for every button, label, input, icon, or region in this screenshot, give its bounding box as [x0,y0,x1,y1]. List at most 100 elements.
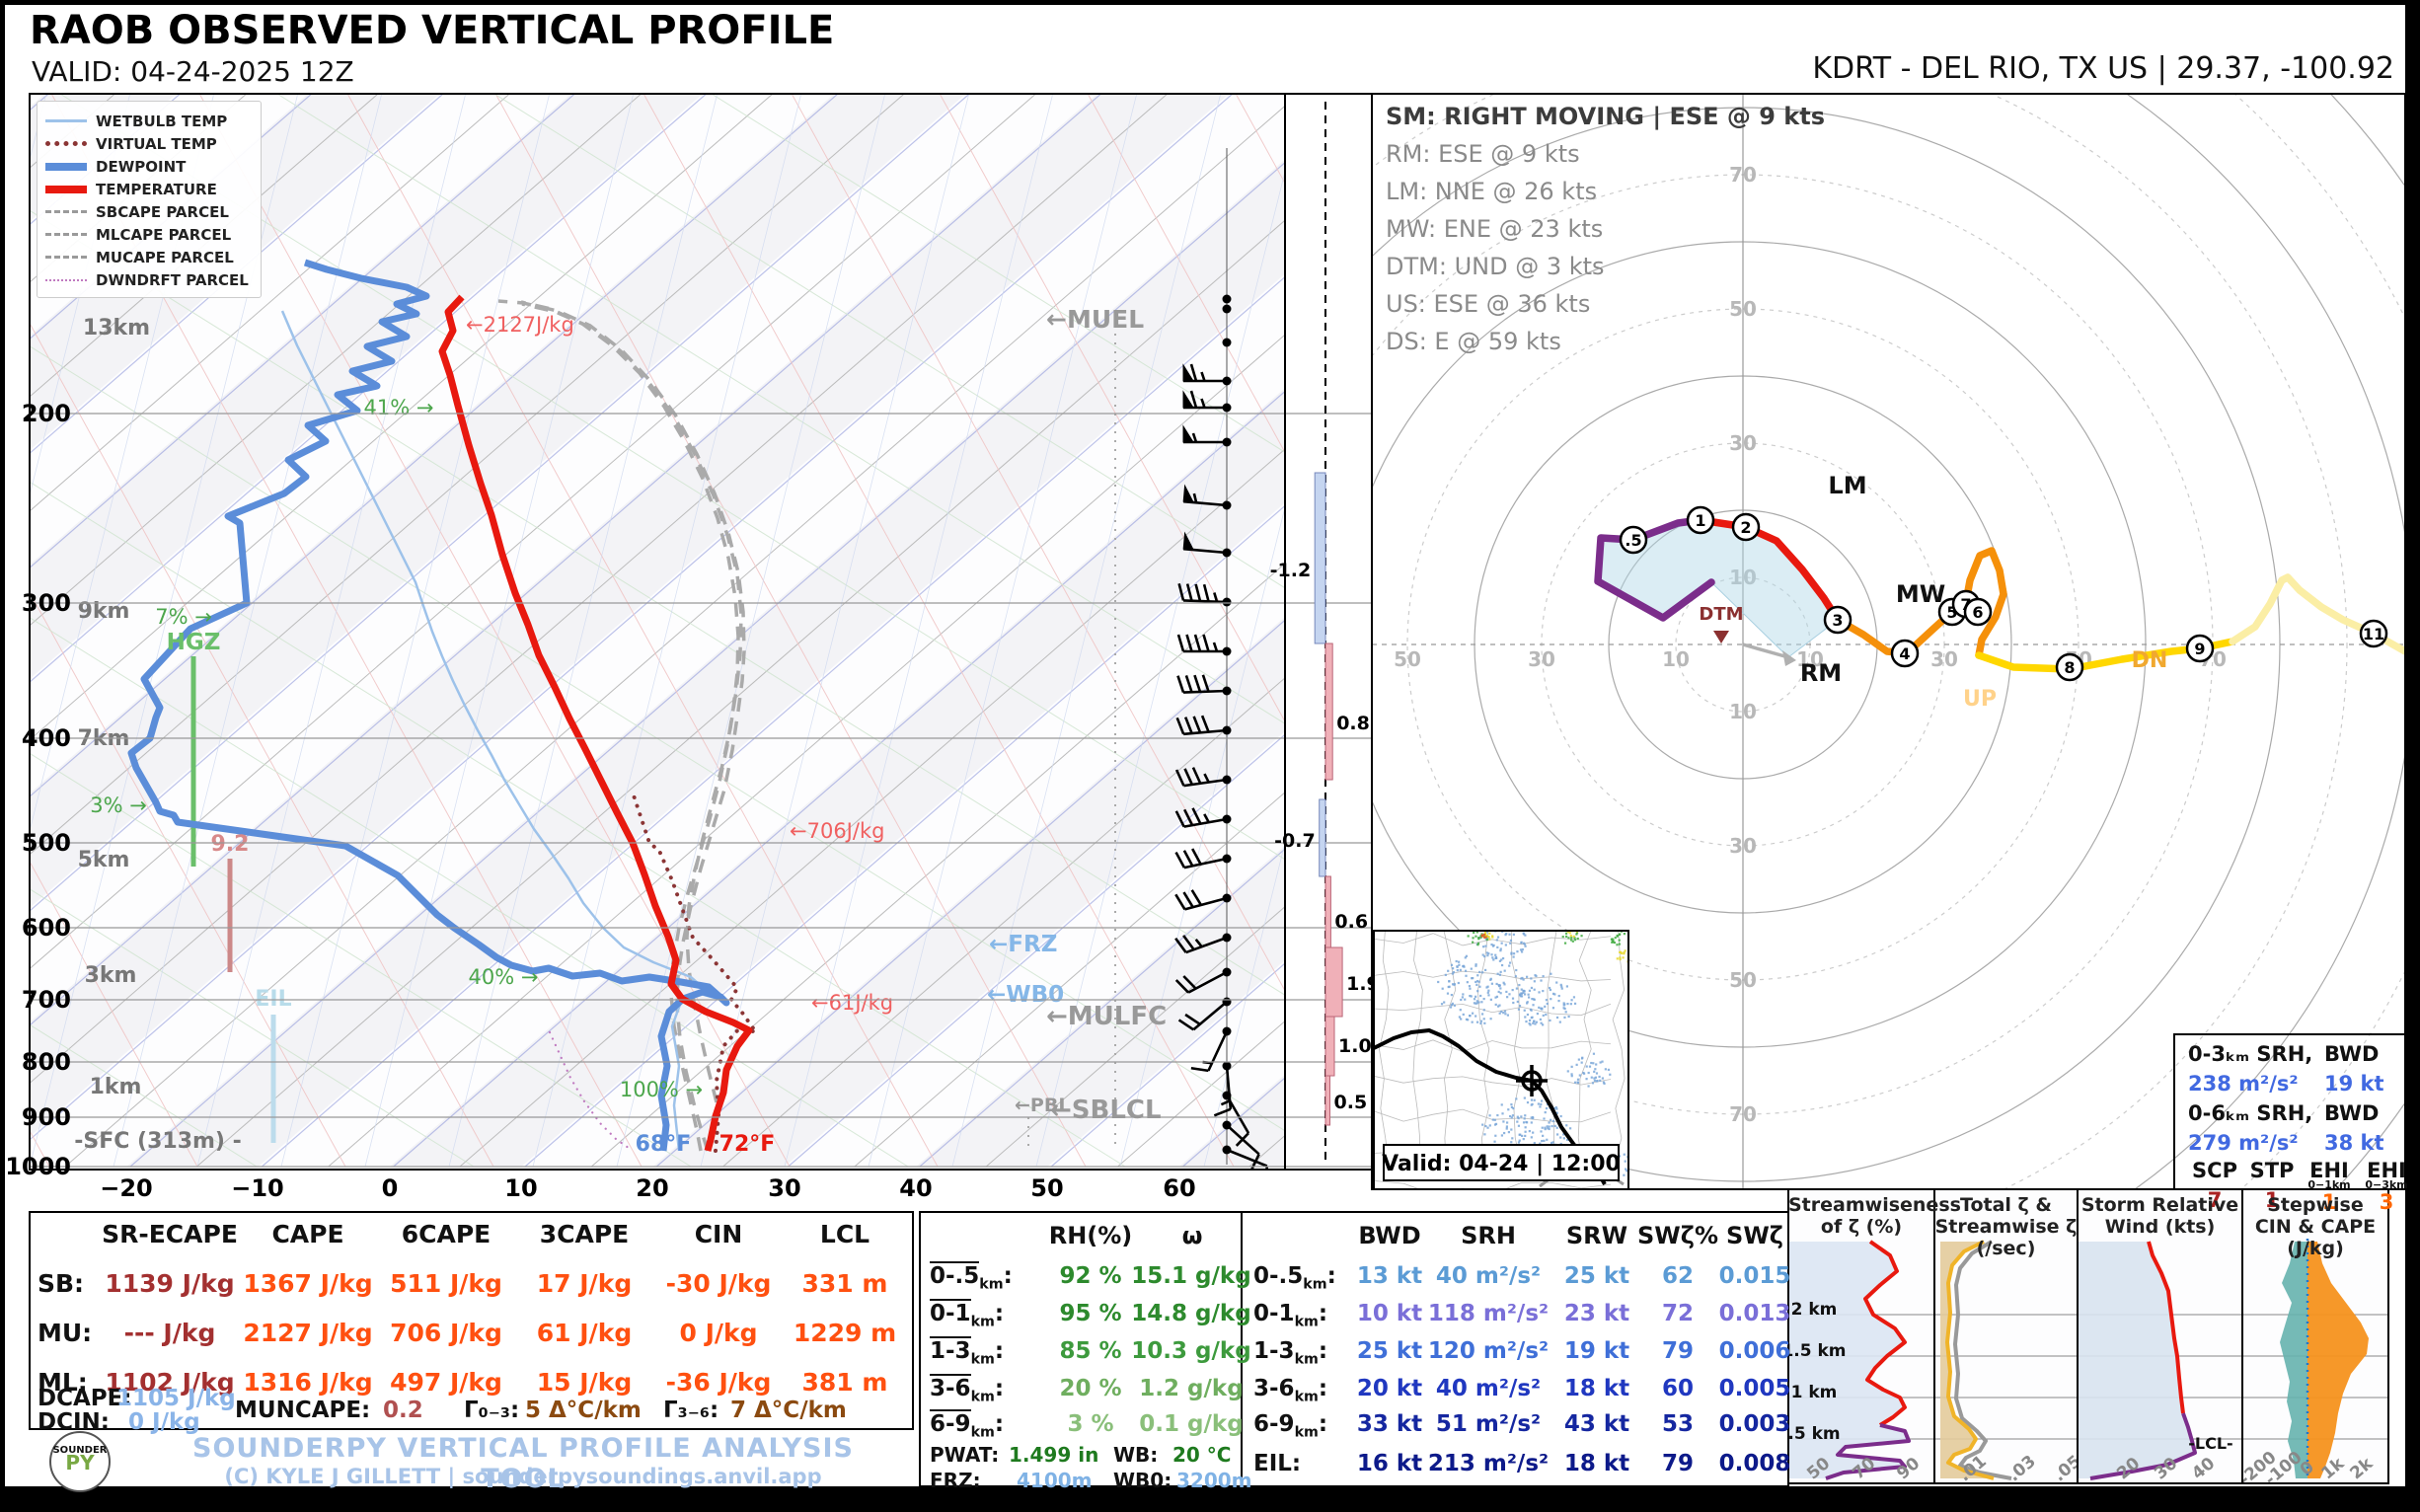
wind-barb [1174,889,1232,911]
wind-barb [1175,715,1232,736]
valid-time: VALID: 04-24-2025 12Z [32,55,354,88]
srh-box-right: 38 kt [2324,1131,2384,1155]
skewt-annotation: ←PBL [1015,1095,1070,1116]
storm-motion-line: DS: E @ 59 kts [1386,328,1561,355]
stats-extra-label: DCIN: [38,1409,110,1435]
rh-value: 3 % [1067,1411,1114,1437]
frame-bottom [0,1486,2420,1512]
stats-value: -36 J/kg [665,1368,772,1397]
shear-value: 25 kt [1563,1263,1630,1289]
rh-row-label: 3-6km: [930,1374,1005,1405]
wind-barb [1174,848,1232,869]
temp-tick-label: −20 [100,1174,153,1202]
stats-value: 381 m [801,1368,888,1397]
shear-value: 19 kt [1563,1338,1630,1364]
mini-height-label: 2 km [1791,1300,1838,1320]
pwat-value: 1.499 in [1009,1443,1099,1467]
composite-value: 1 [2264,1188,2280,1212]
srh-box-right: BWD [2324,1101,2380,1125]
hodo-label-MW: MW [1896,580,1945,608]
omega-bar [1324,875,1331,948]
temp-tick-label: 10 [504,1174,537,1202]
shear-value: 118 m²/s² [1427,1301,1550,1326]
wind-barb [1182,484,1232,510]
mini-height-label: 1 km [1791,1383,1838,1402]
rh-header: ω [1181,1222,1203,1249]
hodo-trace-0-1km [1594,516,1715,622]
station-dot [1222,294,1232,304]
legend-label: DEWPOINT [96,157,187,176]
shear-header: SRW [1565,1222,1628,1249]
shear-value: 51 m²/s² [1435,1411,1542,1437]
legend-item: SBCAPE PARCEL [45,200,255,223]
sounderpy-logo: SOUNDER PY [49,1431,111,1492]
skewt-annotation: 7% → [155,605,212,629]
height-marker-label: 11 [2363,625,2384,643]
ring-label: 10 [1662,647,1690,671]
shear-value: 43 kt [1563,1411,1630,1437]
stats-value: 331 m [801,1269,888,1298]
skewt-annotation: ←61J/kg [811,991,893,1015]
stats-value: 1367 J/kg [243,1269,373,1298]
pwat-label: PWAT: [930,1443,1000,1467]
height-label: 13km [83,316,150,340]
skewt-annotation: ←2127J/kg [466,313,574,337]
composite-header: STP [2249,1159,2295,1182]
hodo-label-UP: UP [1963,687,1997,712]
mini-panel-title-total-zeta: Total ζ & Streamwise ζ (/sec) [1934,1194,2078,1259]
srh-box-right: BWD [2324,1042,2380,1066]
mixing-ratio-value: 0.1 g/kg [1139,1411,1244,1437]
trace-dwndrft [548,1030,635,1153]
legend-swatch [45,278,87,281]
shear-header: SWζ% [1637,1222,1718,1249]
legend-item: TEMPERATURE [45,178,255,200]
skewt-annotation: 72°F [719,1132,776,1157]
shear-value: 33 kt [1356,1411,1423,1437]
wind-barb [1174,767,1232,788]
height-marker-label: 3 [1832,611,1843,630]
stats-extra-label: Γ₀₋₃: [464,1398,520,1423]
stats-row-label: SB: [38,1269,85,1298]
shear-value: 0.015 [1718,1263,1791,1289]
mini-panels: 50 70 90.01.03.05-LCL-20 30 40 -200-1000 1k2k2… [1788,1189,2388,1483]
stats-border [29,1211,914,1430]
stats-value: -30 J/kg [665,1269,772,1298]
shear-header: SWζ [1726,1222,1783,1249]
hodograph-ring [1372,94,2348,1189]
stats-value: --- J/kg [123,1319,216,1347]
legend-swatch [45,256,87,259]
skewt-annotation: ←WB0 [987,982,1064,1008]
rh-header: RH(%) [1048,1222,1133,1249]
height-marker [2185,634,2215,663]
shear-value: 13 kt [1356,1263,1423,1289]
stats-header: LCL [819,1220,870,1248]
shear-value: 0.005 [1718,1376,1791,1401]
skewt-annotation: 68°F [636,1132,692,1157]
height-marker-label: 9 [2194,640,2205,658]
footer-credit: (C) KYLE J GILLETT | sounderpysoundings.… [224,1465,822,1488]
dtm-marker [1713,631,1729,643]
mixing-ratio-value: 10.3 g/kg [1131,1338,1251,1364]
shear-value: 0.006 [1718,1338,1791,1364]
height-marker [1890,639,1920,668]
height-label: 5km [78,848,130,872]
trace-parcel_sb [497,299,746,1152]
composite-value: 3 [2379,1190,2394,1214]
composite-sub: 0−3km [2365,1178,2408,1191]
temp-tick-label: 30 [768,1174,800,1202]
station-id: KDRT - DEL RIO, TX US | 29.37, -100.92 [1812,51,2394,86]
stats-extra-label: Γ₃₋₆: [663,1398,719,1423]
omega-bar [1319,798,1326,877]
wind-barb [1176,634,1232,656]
height-marker [1963,597,1993,627]
srh-box-left: 0-3ₖₘ SRH, [2188,1042,2313,1066]
shear-row-label: EIL: [1253,1451,1302,1476]
height-marker-label: 8 [2064,658,2075,677]
wind-barb [1177,582,1232,607]
temp-tick-label: 20 [636,1174,668,1202]
mixing-ratio-value: 15.1 g/kg [1131,1263,1251,1289]
legend-item: DEWPOINT [45,155,255,178]
stats-extra-value: 0 J/kg [128,1409,200,1435]
frz-label: FRZ: [930,1469,981,1492]
